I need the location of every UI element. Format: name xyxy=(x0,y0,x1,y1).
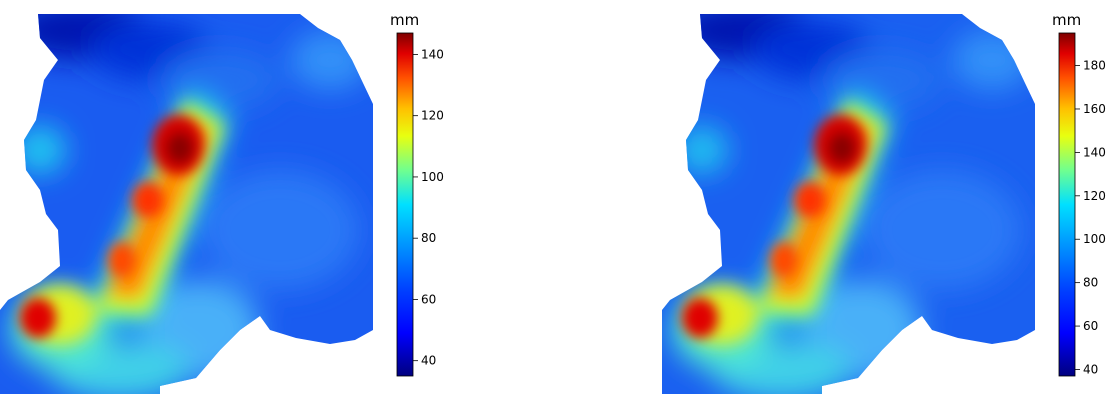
legend-tick-label-left: 60 xyxy=(421,292,436,306)
legend-tick-label-right: 100 xyxy=(1083,232,1106,246)
legend-tick-label-right: 80 xyxy=(1083,276,1098,290)
legend-tick-label-left: 140 xyxy=(421,47,444,61)
legend-tick-label-right: 160 xyxy=(1083,102,1106,116)
color-scale-bar-left xyxy=(396,32,414,377)
color-legend-left: mm 40 60 80 100 120 140 xyxy=(390,11,444,377)
legend-tick-label-right: 180 xyxy=(1083,59,1106,73)
legend-tick-label-right: 40 xyxy=(1083,362,1098,376)
color-legend-right: mm 40 60 80 100 120 140 160 180 xyxy=(1052,11,1106,376)
legend-tick-label-left: 40 xyxy=(421,354,436,368)
legend-tick-label-left: 80 xyxy=(421,231,436,245)
precipitation-map-right xyxy=(662,14,1035,394)
precipitation-map-left xyxy=(0,14,373,394)
legend-tick-label-left: 100 xyxy=(421,170,444,184)
legend-tick-label-right: 140 xyxy=(1083,145,1106,159)
legend-unit-left: mm xyxy=(390,11,419,29)
color-scale-bar-right xyxy=(1058,32,1076,377)
legend-tick-label-right: 60 xyxy=(1083,319,1098,333)
legend-tick-label-left: 120 xyxy=(421,109,444,123)
legend-unit-right: mm xyxy=(1052,11,1081,29)
legend-tick-label-right: 120 xyxy=(1083,189,1106,203)
